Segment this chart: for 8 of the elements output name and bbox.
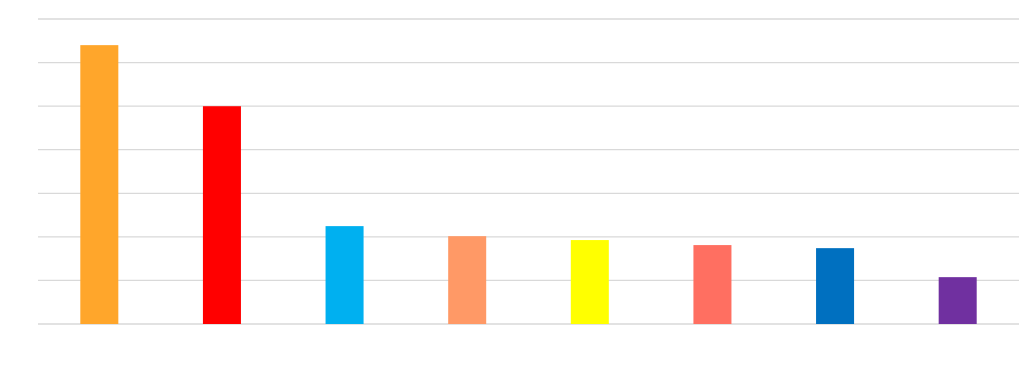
bar [325, 226, 364, 324]
bar [816, 248, 855, 324]
bar [448, 236, 487, 324]
bar [570, 240, 609, 324]
bar [938, 277, 977, 324]
bar [202, 106, 241, 324]
bar [80, 45, 119, 324]
bar [693, 245, 732, 324]
